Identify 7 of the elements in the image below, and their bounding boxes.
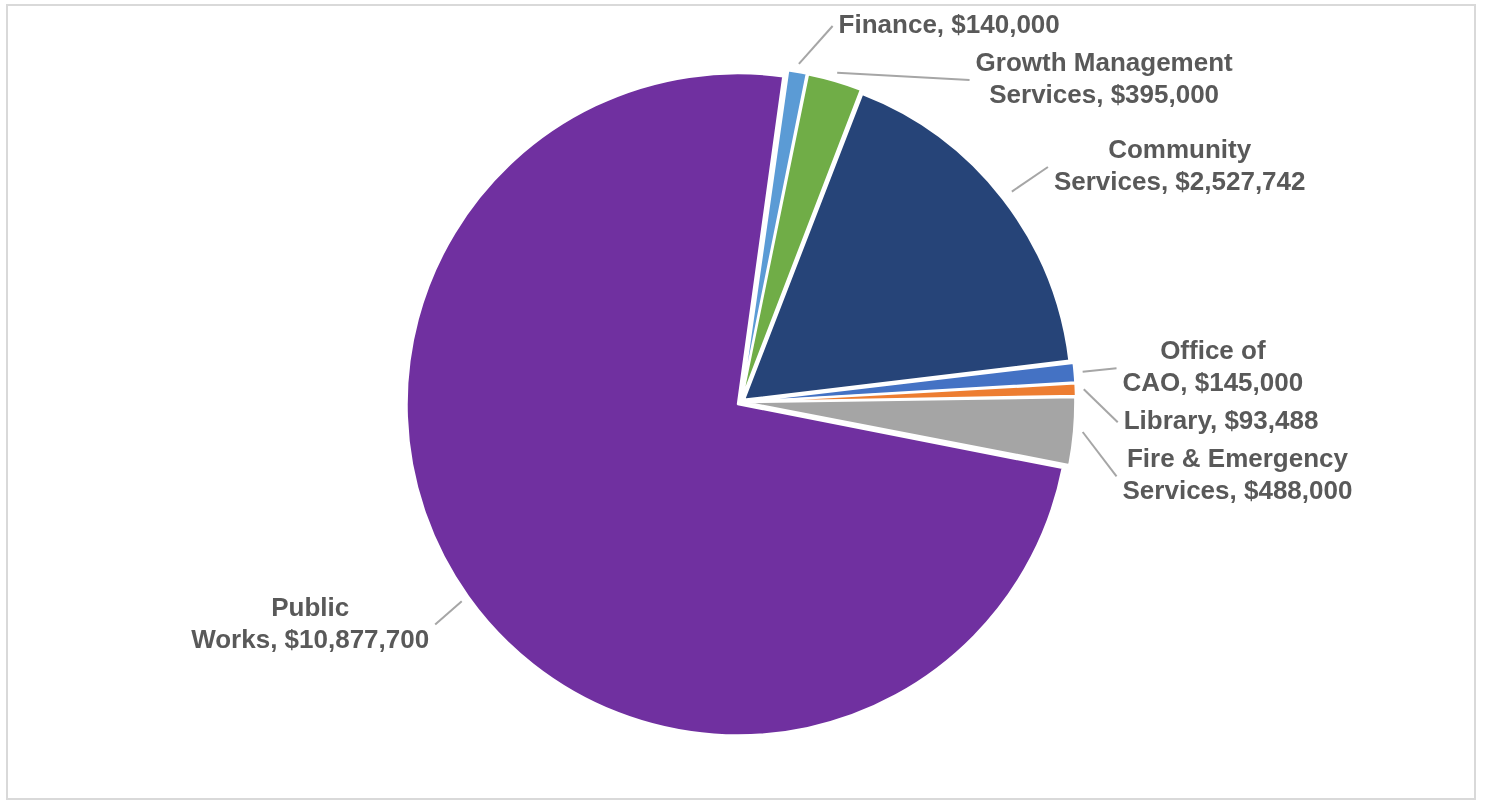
- slice-label: Office of CAO, $145,000: [1122, 335, 1304, 398]
- slice-label: Library, $93,488: [1123, 405, 1319, 436]
- slice-label: Finance, $140,000: [838, 9, 1060, 40]
- slice-label: Fire & Emergency Services, $488,000: [1122, 443, 1353, 506]
- slice-label: Growth Management Services, $395,000: [975, 47, 1234, 110]
- slice-label: Community Services, $2,527,742: [1053, 134, 1306, 197]
- slice-label: Public Works, $10,877,700: [191, 591, 430, 654]
